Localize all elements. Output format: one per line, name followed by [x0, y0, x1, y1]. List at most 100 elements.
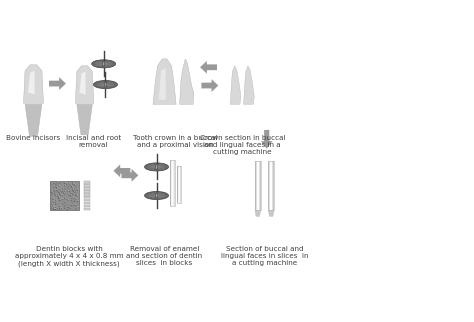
- Point: [54, 187, 62, 193]
- Polygon shape: [261, 130, 273, 149]
- Point: [72, 193, 80, 198]
- Text: Dentin blocks with
approximately 4 x 4 x 0.8 mm
(length X width X thickness): Dentin blocks with approximately 4 x 4 x…: [15, 246, 123, 267]
- Point: [51, 204, 58, 209]
- Point: [63, 205, 71, 210]
- Point: [74, 198, 82, 203]
- Bar: [259, 161, 260, 210]
- Point: [54, 180, 62, 185]
- Polygon shape: [244, 66, 254, 104]
- Point: [53, 180, 60, 185]
- Point: [64, 206, 72, 211]
- Bar: [84, 182, 90, 184]
- Point: [51, 206, 58, 211]
- Point: [72, 187, 80, 192]
- Point: [52, 204, 60, 209]
- Point: [49, 204, 56, 209]
- Point: [53, 187, 60, 193]
- Bar: [84, 202, 90, 204]
- Point: [48, 205, 56, 210]
- Point: [56, 206, 64, 211]
- Point: [48, 206, 56, 211]
- Point: [71, 183, 79, 188]
- Point: [54, 185, 61, 190]
- Point: [57, 181, 65, 186]
- Point: [73, 188, 81, 193]
- Bar: [260, 161, 261, 210]
- Point: [70, 195, 77, 200]
- Point: [64, 182, 71, 187]
- Point: [49, 201, 56, 206]
- Point: [59, 186, 66, 192]
- Point: [62, 185, 69, 191]
- Point: [52, 192, 60, 197]
- Point: [74, 187, 82, 192]
- Point: [62, 204, 69, 209]
- Point: [69, 203, 76, 208]
- Point: [51, 199, 59, 204]
- Point: [54, 188, 62, 194]
- Point: [61, 192, 68, 197]
- Point: [61, 202, 69, 207]
- Point: [55, 195, 63, 200]
- Point: [65, 192, 73, 197]
- Bar: [178, 166, 179, 203]
- Point: [65, 205, 73, 210]
- Bar: [269, 161, 270, 210]
- Point: [73, 191, 80, 196]
- Point: [62, 186, 69, 191]
- Point: [56, 188, 64, 194]
- Point: [50, 185, 58, 190]
- Point: [67, 194, 75, 199]
- Point: [57, 197, 64, 202]
- Point: [59, 202, 67, 207]
- Point: [58, 206, 65, 211]
- Point: [55, 191, 63, 196]
- Point: [55, 199, 63, 204]
- Point: [74, 205, 82, 210]
- Point: [70, 203, 78, 208]
- Point: [50, 179, 58, 184]
- Point: [64, 202, 72, 207]
- Polygon shape: [180, 59, 194, 104]
- Bar: [270, 161, 271, 210]
- Point: [67, 190, 75, 195]
- Point: [55, 195, 63, 200]
- Point: [62, 183, 69, 188]
- Point: [73, 204, 81, 209]
- Point: [73, 183, 81, 188]
- Point: [67, 193, 74, 198]
- Point: [67, 194, 74, 199]
- Point: [57, 192, 65, 197]
- Point: [55, 196, 63, 201]
- Point: [61, 190, 68, 195]
- Point: [56, 204, 64, 209]
- Point: [66, 189, 73, 194]
- Point: [69, 192, 77, 197]
- Bar: [50, 181, 79, 210]
- Point: [55, 198, 63, 203]
- Point: [48, 182, 56, 187]
- Point: [54, 200, 61, 205]
- Point: [54, 189, 62, 194]
- Point: [64, 192, 72, 197]
- Point: [61, 202, 69, 207]
- Point: [62, 186, 70, 192]
- Bar: [177, 166, 178, 203]
- Point: [61, 180, 69, 185]
- Point: [69, 200, 76, 205]
- Point: [65, 191, 73, 196]
- Point: [59, 186, 67, 191]
- Point: [72, 196, 79, 202]
- Point: [61, 189, 69, 194]
- Point: [65, 194, 73, 199]
- Point: [54, 180, 62, 185]
- Point: [54, 181, 61, 186]
- Point: [67, 202, 75, 207]
- Point: [65, 206, 73, 211]
- Point: [59, 200, 67, 205]
- Point: [69, 192, 77, 197]
- Point: [68, 191, 75, 196]
- Point: [67, 205, 74, 210]
- Ellipse shape: [145, 192, 169, 200]
- Point: [51, 184, 58, 189]
